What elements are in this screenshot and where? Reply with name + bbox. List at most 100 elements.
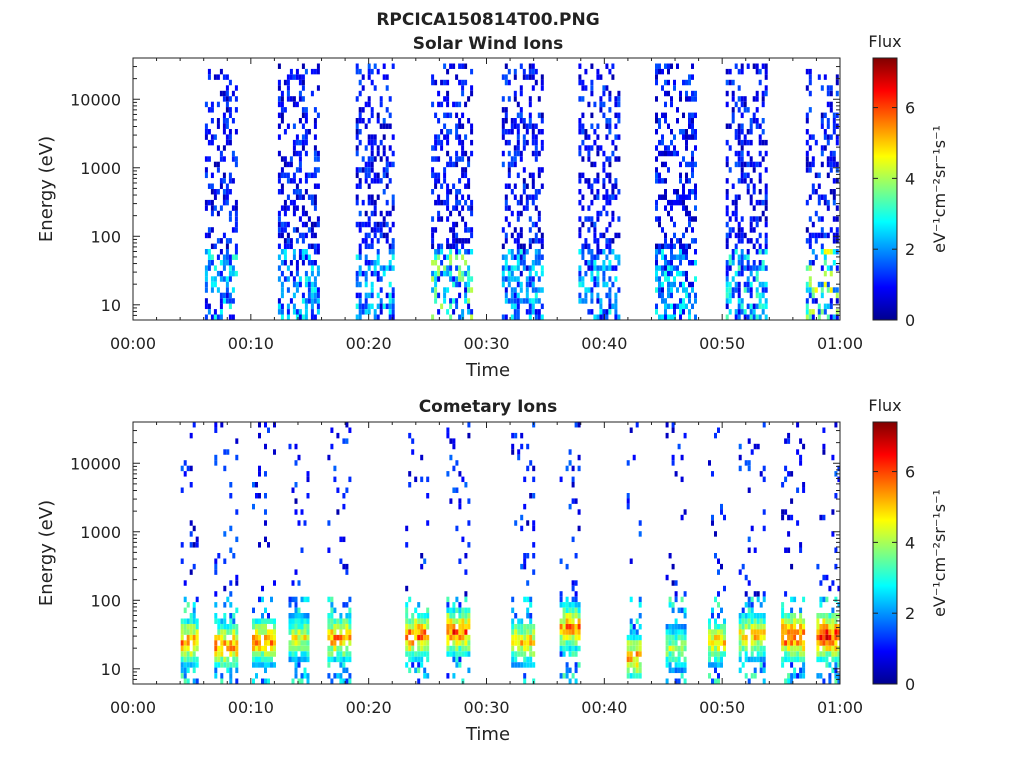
spectrogram-cell bbox=[602, 112, 606, 119]
spectrogram-cell bbox=[511, 449, 515, 455]
spectrogram-cell bbox=[529, 645, 533, 652]
spectrogram-cell bbox=[605, 314, 609, 320]
spectrogram-cell bbox=[587, 287, 591, 293]
spectrogram-cell bbox=[452, 205, 456, 211]
spectrogram-cell bbox=[226, 449, 230, 455]
spectrogram-cell bbox=[467, 249, 471, 255]
spectrogram-cell bbox=[734, 249, 738, 255]
spectrogram-cell bbox=[531, 172, 535, 179]
spectrogram-cell bbox=[297, 656, 301, 663]
spectrogram-cell bbox=[679, 281, 682, 288]
spectrogram-cell bbox=[330, 651, 334, 657]
spectrogram-cell bbox=[578, 270, 582, 277]
spectrogram-cell bbox=[685, 134, 688, 140]
spectrogram-cell bbox=[461, 613, 465, 619]
spectrogram-cell bbox=[231, 314, 235, 320]
spectrogram-cell bbox=[738, 667, 742, 674]
spectrogram-cell bbox=[677, 662, 681, 668]
colorbar-tick-label: 2 bbox=[905, 604, 915, 623]
spectrogram-cell bbox=[295, 309, 299, 315]
spectrogram-cell bbox=[361, 118, 365, 124]
spectrogram-cell bbox=[501, 270, 505, 277]
spectrogram-cell bbox=[517, 629, 521, 635]
spectrogram-cell bbox=[501, 107, 505, 113]
spectrogram-cell bbox=[370, 210, 374, 217]
spectrogram-cell bbox=[811, 189, 815, 195]
spectrogram-cell bbox=[423, 673, 427, 679]
spectrogram-cell bbox=[423, 624, 427, 630]
spectrogram-cell bbox=[820, 118, 824, 124]
spectrogram-cell bbox=[292, 189, 296, 195]
spectrogram-cell bbox=[671, 667, 675, 674]
spectrogram-cell bbox=[667, 123, 670, 129]
spectrogram-cell bbox=[431, 189, 435, 195]
spectrogram-cell bbox=[808, 243, 812, 250]
spectrogram-cell bbox=[574, 629, 578, 635]
spectrogram-cell bbox=[764, 314, 768, 320]
spectrogram-cell bbox=[225, 281, 229, 288]
spectrogram-cell bbox=[226, 662, 230, 668]
spectrogram-cell bbox=[286, 238, 290, 244]
spectrogram-cell bbox=[808, 79, 812, 86]
spectrogram-cell bbox=[758, 314, 762, 320]
spectrogram-cell bbox=[513, 238, 517, 244]
spectrogram-cell bbox=[673, 199, 676, 206]
spectrogram-cell bbox=[740, 63, 744, 69]
spectrogram-cell bbox=[294, 667, 298, 674]
spectrogram-cell bbox=[440, 101, 444, 108]
spectrogram-cell bbox=[301, 221, 305, 228]
spectrogram-cell bbox=[614, 112, 618, 119]
spectrogram-cell bbox=[668, 656, 672, 663]
spectrogram-cell bbox=[635, 634, 639, 641]
spectrogram-cell bbox=[294, 569, 298, 575]
spectrogram-cell bbox=[370, 156, 374, 162]
spectrogram-cell bbox=[808, 309, 812, 315]
spectrogram-cell bbox=[781, 645, 785, 652]
spectrogram-cell bbox=[817, 309, 821, 315]
spectrogram-cell bbox=[661, 298, 664, 304]
spectrogram-cell bbox=[731, 112, 735, 119]
spectrogram-cell bbox=[513, 96, 517, 102]
spectrogram-cell bbox=[784, 618, 788, 624]
spectrogram-cell bbox=[452, 602, 456, 608]
spectrogram-cell bbox=[676, 199, 679, 206]
spectrogram-cell bbox=[758, 172, 762, 179]
spectrogram-cell bbox=[820, 227, 824, 233]
spectrogram-cell bbox=[385, 232, 389, 239]
spectrogram-cell bbox=[537, 249, 541, 255]
spectrogram-cell bbox=[599, 96, 603, 102]
spectrogram-cell bbox=[370, 150, 374, 157]
spectrogram-cell bbox=[670, 281, 673, 288]
spectrogram-cell bbox=[385, 172, 389, 179]
spectrogram-cell bbox=[304, 139, 308, 146]
spectrogram-cell bbox=[829, 265, 833, 271]
colorbar-tick-label: 6 bbox=[905, 463, 915, 482]
spectrogram-cell bbox=[520, 618, 524, 624]
spectrogram-cell bbox=[273, 449, 276, 455]
spectrogram-cell bbox=[725, 260, 729, 266]
spectrogram-cell bbox=[738, 629, 742, 635]
spectrogram-cell bbox=[755, 199, 759, 206]
spectrogram-cell bbox=[214, 460, 218, 466]
spectrogram-cell bbox=[817, 216, 821, 222]
spectrogram-cell bbox=[822, 574, 826, 581]
spectrogram-cell bbox=[740, 167, 744, 173]
colorbar-bottom-label: eV⁻¹cm⁻²sr⁻¹s⁻¹ bbox=[930, 489, 949, 617]
spectrogram-cell bbox=[516, 298, 520, 304]
spectrogram-cell bbox=[611, 281, 615, 288]
spectrogram-cell bbox=[189, 520, 193, 526]
spectrogram-cell bbox=[464, 221, 468, 228]
spectrogram-cell bbox=[186, 640, 190, 646]
spectrogram-cell bbox=[835, 238, 839, 244]
spectrogram-cell bbox=[743, 254, 747, 260]
spectrogram-cell bbox=[452, 465, 456, 472]
spectrogram-cell bbox=[434, 79, 438, 86]
spectrogram-cell bbox=[834, 678, 838, 684]
spectrogram-cell bbox=[825, 618, 829, 624]
spectrogram-cell bbox=[614, 134, 618, 140]
spectrogram-cell bbox=[306, 596, 310, 603]
spectrogram-cell bbox=[219, 178, 223, 184]
spectrogram-cell bbox=[298, 281, 302, 288]
spectrogram-cell bbox=[370, 68, 374, 75]
spectrogram-cell bbox=[210, 210, 214, 217]
